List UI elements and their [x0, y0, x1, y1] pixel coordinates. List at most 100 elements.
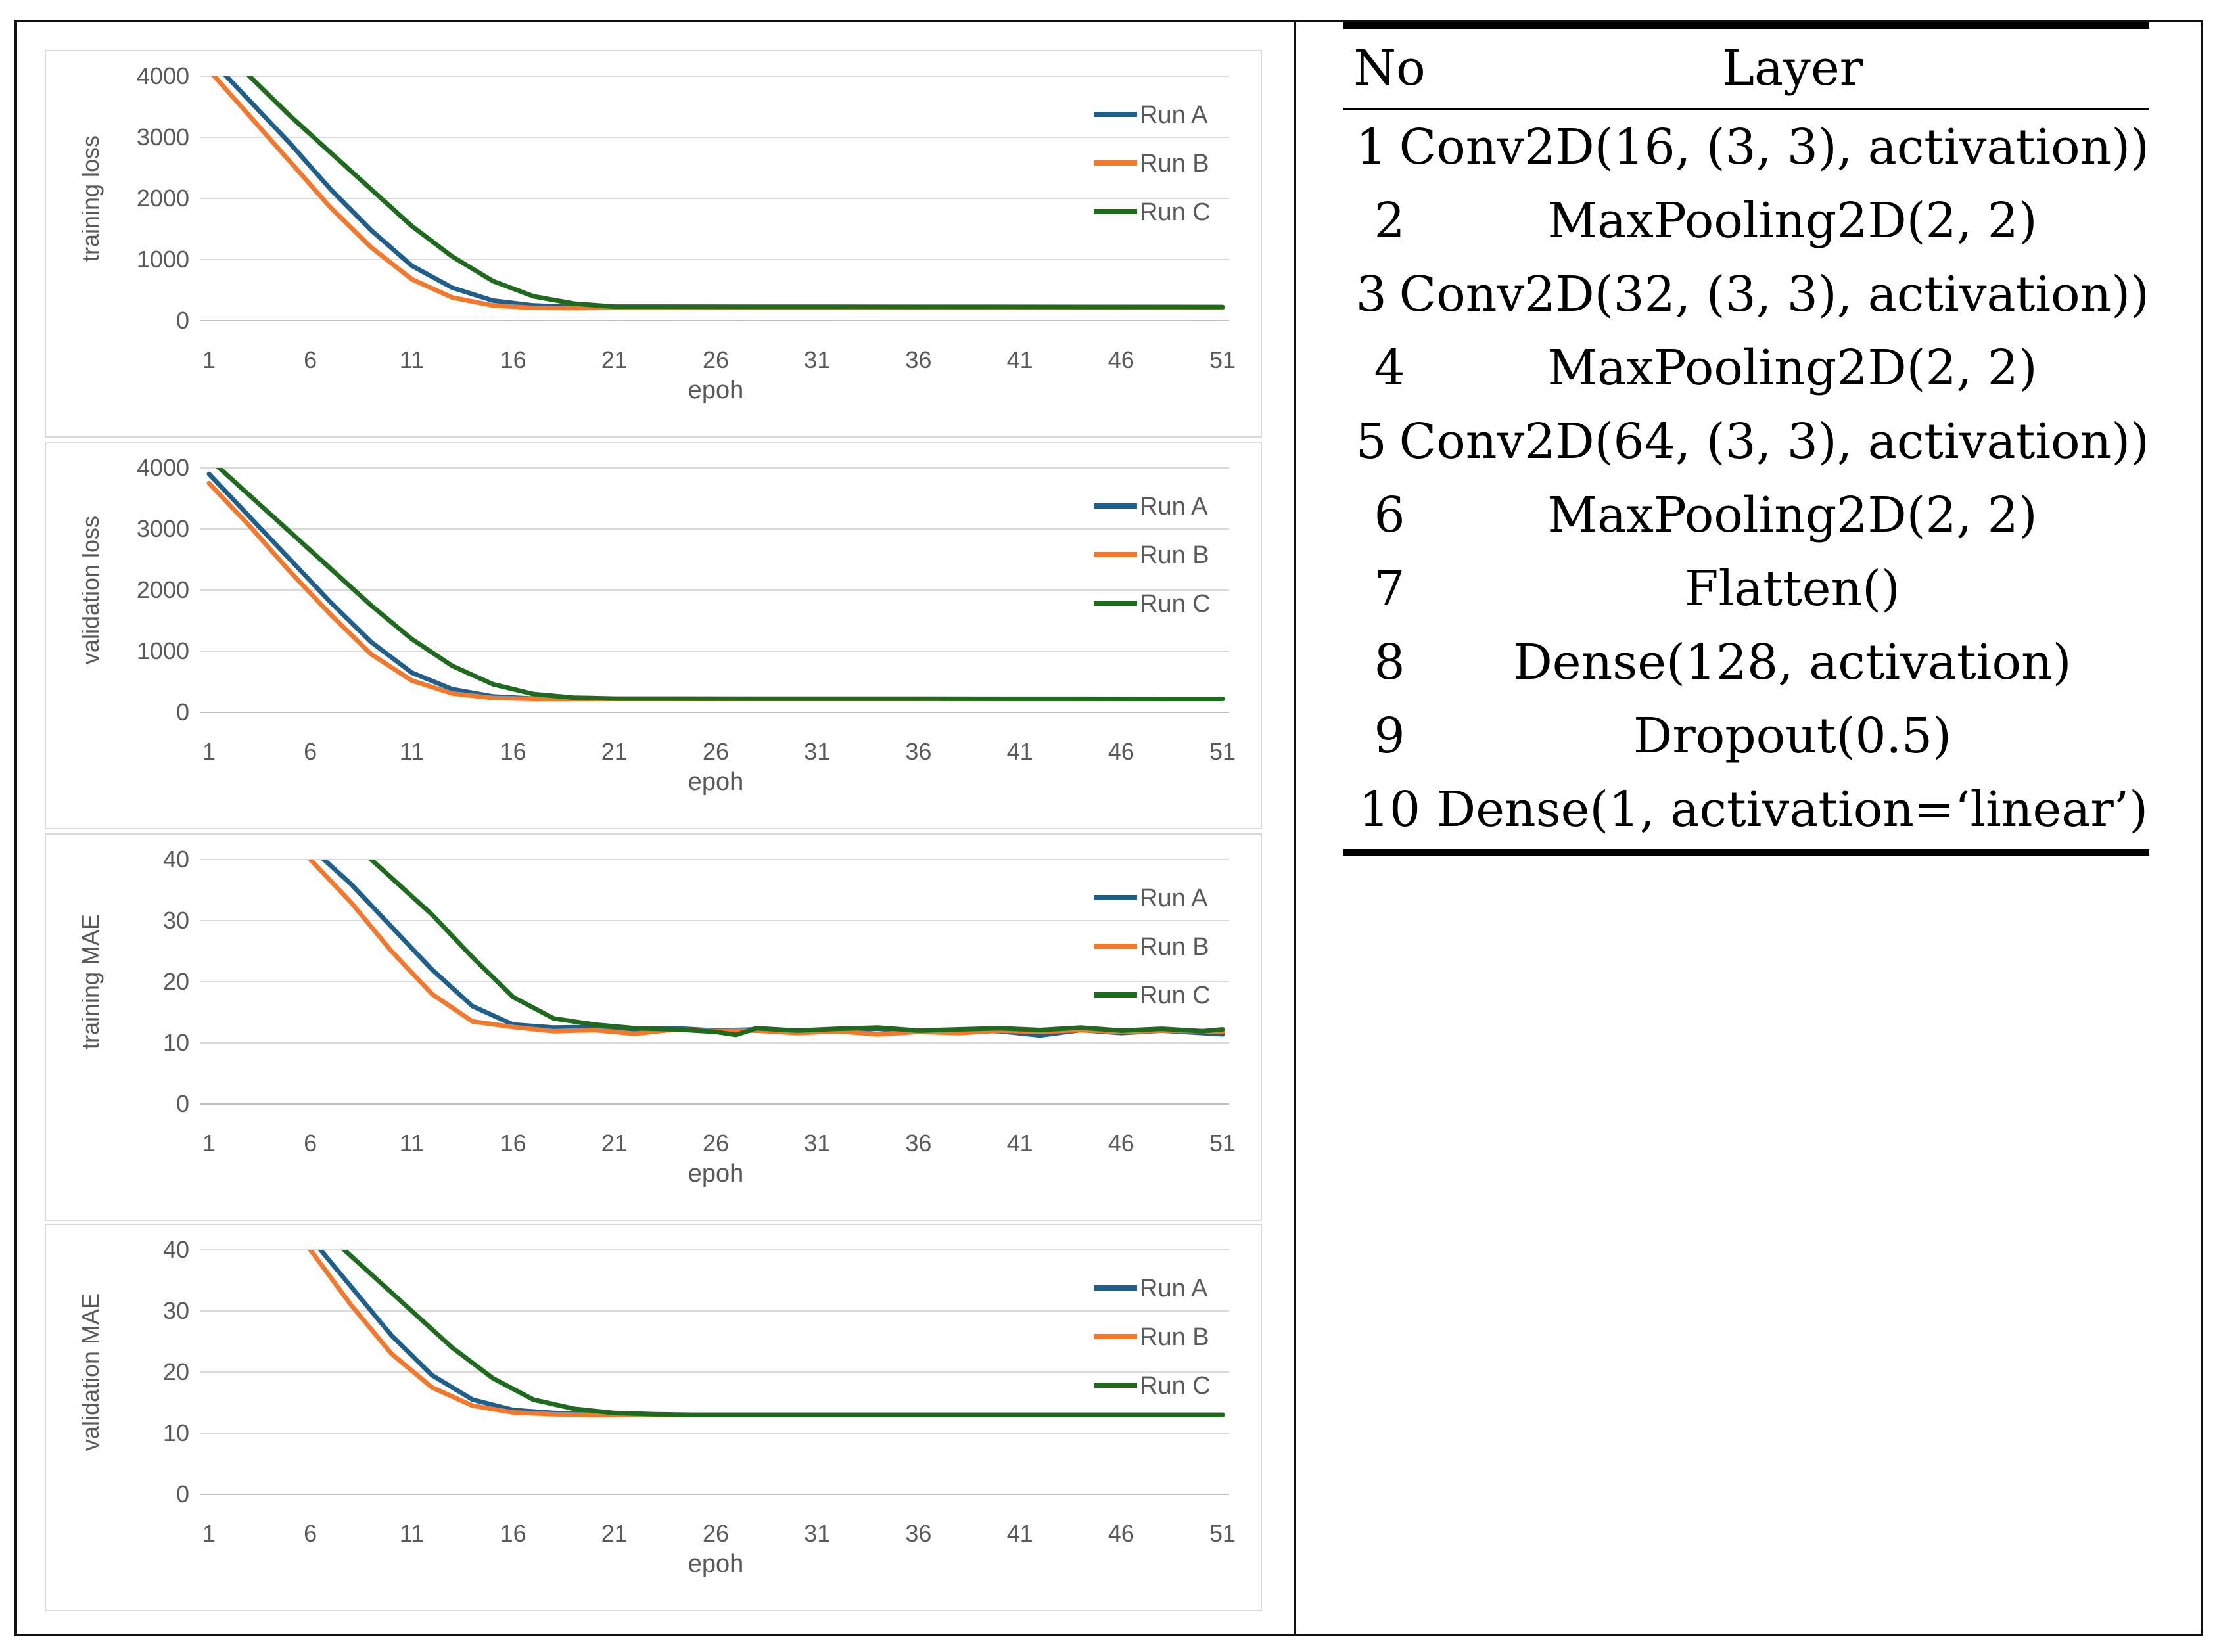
x-tick-label: 26	[703, 1520, 729, 1547]
series-line-run-a	[320, 860, 1225, 1038]
table-row: 8 Dense(128, activation)	[1343, 626, 2149, 699]
x-tick-label: 31	[804, 1520, 830, 1547]
legend-label: Run A	[1140, 884, 1208, 912]
legend-label: Run A	[1140, 101, 1208, 129]
x-tick-label: 26	[703, 346, 729, 373]
x-tick-label: 26	[703, 738, 729, 765]
y-tick-label: 2000	[137, 576, 189, 603]
series-line-run-c	[216, 468, 1225, 701]
y-tick-label: 0	[176, 699, 189, 725]
series-line-run-b	[308, 1250, 1225, 1417]
x-tick-label: 21	[601, 1520, 628, 1547]
x-tick-label: 11	[400, 346, 424, 373]
legend-label: Run B	[1140, 541, 1209, 569]
x-tick-label: 46	[1108, 738, 1134, 765]
series-group	[206, 468, 1225, 701]
y-tick-label: 1000	[137, 637, 189, 664]
legend-label: Run B	[1140, 1323, 1209, 1351]
chart-training-mae: 0 10 20 30 40 1 6 11 16 21 26 31 36 41 46 51 epoh trainin…	[45, 833, 1262, 1221]
x-tick-label: 41	[1007, 1520, 1033, 1547]
x-tick-label: 36	[905, 346, 931, 373]
row-no: 9	[1374, 708, 1405, 764]
y-tick-label: 30	[163, 1297, 189, 1324]
row-layer: MaxPooling2D(2, 2)	[1547, 340, 2038, 396]
layer-table: No Layer 1 Conv2D(16, (3, 3), activation)…	[1343, 22, 2149, 856]
y-tick-label: 3000	[137, 515, 189, 542]
row-no: 2	[1374, 193, 1405, 249]
series-line-run-c	[246, 76, 1225, 310]
series-line-run-b	[206, 480, 1225, 701]
chart-training-loss: 0 1000 2000 3000 4000 1 6 11 16 21 26 31 36 41 46 51 epo…	[45, 50, 1262, 438]
row-no: 1	[1355, 119, 1387, 175]
x-tick-label: 51	[1209, 1130, 1236, 1157]
series-group	[308, 860, 1225, 1038]
table-header-rule	[1343, 108, 2149, 110]
table-header-row: No Layer	[1343, 29, 2149, 108]
x-tick-label: 36	[905, 1520, 931, 1547]
y-tick-label: 10	[163, 1419, 189, 1446]
x-tick-label: 26	[703, 1130, 729, 1157]
figure-frame	[14, 20, 2203, 1636]
x-axis-label: epoh	[688, 1160, 744, 1187]
x-tick-label: 41	[1007, 346, 1033, 373]
x-tick-label: 31	[804, 738, 830, 765]
y-tick-label: 10	[163, 1029, 189, 1056]
legend-label: Run B	[1140, 933, 1209, 961]
row-layer: Flatten()	[1685, 561, 1900, 617]
header-layer: Layer	[1721, 40, 1863, 97]
series-line-run-a	[206, 471, 1225, 701]
y-tick-label: 2000	[137, 185, 189, 212]
table-row: 4 MaxPooling2D(2, 2)	[1343, 331, 2149, 405]
table-row: 3 Conv2D(32, (3, 3), activation))	[1343, 258, 2149, 331]
row-layer: Conv2D(16, (3, 3), activation))	[1399, 119, 2149, 175]
x-tick-label: 51	[1209, 346, 1236, 373]
y-tick-label: 1000	[137, 246, 189, 273]
table-row: 6 MaxPooling2D(2, 2)	[1343, 478, 2149, 552]
legend-label: Run C	[1140, 590, 1211, 618]
legend-label: Run C	[1140, 1372, 1211, 1400]
y-axis-label: validation MAE	[77, 1293, 104, 1451]
row-layer: Conv2D(64, (3, 3), activation))	[1399, 413, 2149, 470]
x-tick-label: 21	[601, 738, 628, 765]
row-no: 6	[1374, 487, 1405, 543]
table-row: 9 Dropout(0.5)	[1343, 699, 2149, 773]
chart-validation-loss: 0 1000 2000 3000 4000 1 6 11 16 21 26 31 36 41 46 51 epo…	[45, 442, 1262, 829]
x-tick-label: 31	[804, 1130, 830, 1157]
x-tick-label: 1	[202, 1520, 216, 1547]
x-tick-label: 31	[804, 346, 830, 373]
row-layer: MaxPooling2D(2, 2)	[1547, 193, 2038, 249]
x-tick-label: 11	[400, 1130, 424, 1157]
y-tick-label: 40	[163, 846, 189, 873]
y-tick-label: 4000	[137, 454, 189, 481]
x-tick-label: 1	[202, 1130, 216, 1157]
row-no: 7	[1374, 561, 1405, 617]
y-axis-label: training loss	[77, 135, 104, 262]
row-no: 4	[1374, 340, 1405, 396]
row-no: 10	[1358, 781, 1421, 838]
y-tick-label: 0	[176, 1090, 189, 1117]
y-tick-label: 30	[163, 907, 189, 934]
x-tick-label: 11	[400, 1520, 424, 1547]
legend-label: Run A	[1140, 1275, 1208, 1302]
series-group	[308, 1250, 1225, 1417]
x-axis-label: epoh	[688, 377, 744, 404]
y-tick-label: 0	[176, 1480, 189, 1507]
table-row: 7 Flatten()	[1343, 552, 2149, 626]
figure-divider	[1294, 20, 1296, 1636]
table-row: 10 Dense(1, activation=‘linear’)	[1343, 773, 2149, 846]
x-tick-label: 6	[304, 1130, 317, 1157]
row-layer: MaxPooling2D(2, 2)	[1547, 487, 2038, 543]
y-tick-label: 4000	[137, 62, 189, 89]
x-tick-label: 6	[304, 738, 317, 765]
y-tick-label: 40	[163, 1236, 189, 1263]
x-tick-label: 51	[1209, 1520, 1236, 1547]
legend-label: Run B	[1140, 150, 1209, 177]
x-tick-label: 16	[500, 738, 526, 765]
table-row: 1 Conv2D(16, (3, 3), activation))	[1343, 110, 2149, 184]
x-axis-label: epoh	[688, 1550, 744, 1578]
y-axis-label: training MAE	[77, 914, 104, 1049]
